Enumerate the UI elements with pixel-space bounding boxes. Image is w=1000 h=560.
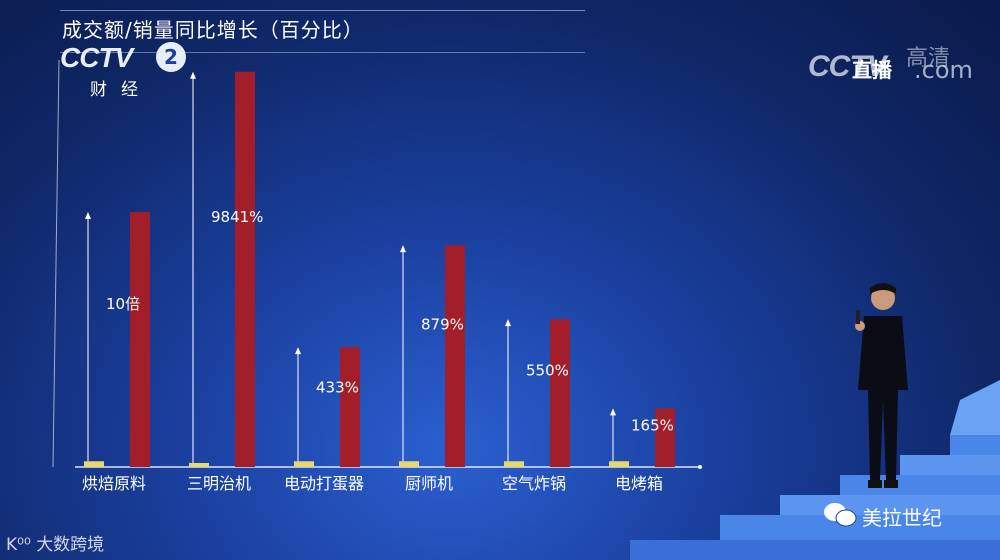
cctv-logo-text: CCTV [60, 42, 133, 73]
category-label-2: 电动打蛋器 [284, 474, 364, 493]
bar-yellow-3 [399, 461, 419, 467]
live-com-text: .com [914, 56, 973, 84]
value-label-1: 9841% [211, 208, 263, 226]
bar-yellow-0 [84, 461, 104, 467]
value-label-3: 879% [421, 315, 464, 333]
value-label-5: 165% [631, 417, 674, 435]
stage-steps [630, 380, 1000, 560]
value-label-2: 433% [316, 379, 359, 397]
channel-name: 财经 [90, 80, 152, 100]
live-logo: 高清 CCTV 直播 .com [808, 44, 978, 88]
hd-text: 高清 [906, 46, 951, 71]
indicator-arrow [190, 71, 196, 79]
value-label-0: 10倍 [106, 295, 140, 313]
channel-number: 2 [156, 42, 186, 72]
category-label-3: 厨师机 [405, 474, 453, 493]
watermark-dashu-mark: K⁰⁰ [6, 535, 31, 555]
category-label-5: 电烤箱 [615, 474, 663, 493]
wechat-icon [822, 501, 858, 529]
watermark-meila: 美拉世纪 [862, 506, 942, 530]
indicator-arrow [400, 245, 406, 253]
bar-red-1 [235, 71, 255, 467]
indicator-arrow [85, 212, 91, 219]
x-axis-end-dot [698, 465, 702, 469]
indicator-arrow [295, 347, 301, 355]
indicator-arrow [505, 319, 511, 327]
value-label-4: 550% [526, 361, 569, 379]
title-bottom-rule [60, 52, 585, 53]
watermark-dashu-text: 大数跨境 [36, 535, 105, 555]
bar-red-2 [340, 347, 360, 467]
title-top-rule [60, 10, 585, 11]
bar-red-4 [550, 319, 570, 467]
bar-red-3 [445, 245, 465, 467]
bar-red-5 [655, 408, 675, 467]
indicator-arrow [610, 408, 616, 416]
cctv2-logo: CCTV 2 [60, 42, 188, 73]
category-label-4: 空气炸锅 [502, 474, 566, 493]
category-label-1: 三明治机 [187, 474, 251, 493]
bar-yellow-5 [609, 461, 629, 467]
live-badge: 直播 [852, 58, 892, 82]
category-label-0: 烘焙原料 [82, 474, 146, 493]
bar-yellow-2 [294, 461, 314, 467]
bar-yellow-4 [504, 461, 524, 467]
watermark-dashu: K⁰⁰ 大数跨境 [6, 530, 104, 555]
bar-red-0 [130, 212, 150, 467]
presenter [855, 283, 908, 488]
y-axis [52, 59, 60, 468]
bar-yellow-1 [189, 463, 209, 467]
live-cctv-text: CCTV [808, 50, 887, 83]
chart-title: 成交额/销量同比增长（百分比） [62, 18, 364, 42]
